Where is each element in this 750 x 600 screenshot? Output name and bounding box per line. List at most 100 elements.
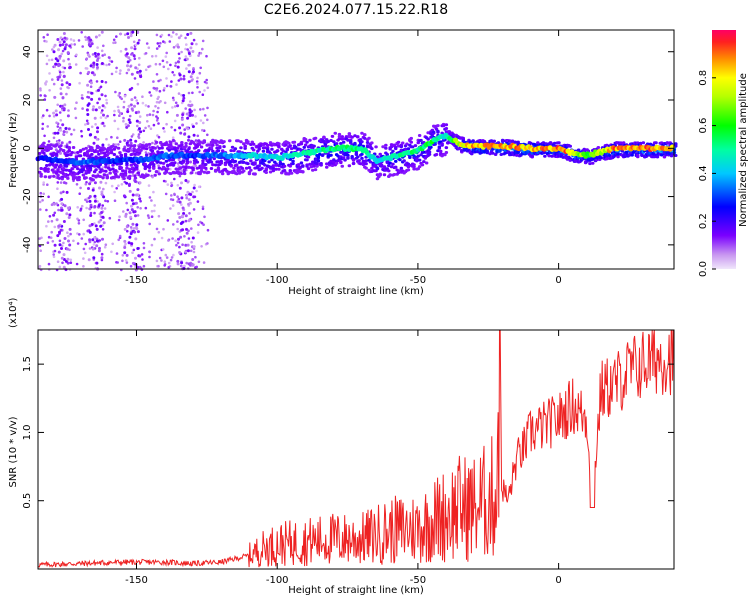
heatmap-noise-cell (92, 141, 96, 145)
heatmap-noise-cell (189, 249, 193, 253)
heatmap-cell (416, 154, 420, 158)
heatmap-noise-cell (107, 56, 111, 59)
heatmap-cell (378, 172, 382, 176)
heatmap-noise-cell (111, 242, 114, 246)
heatmap-cell (220, 172, 225, 176)
heatmap-cell (63, 174, 67, 178)
heatmap-noise-cell (151, 175, 154, 179)
heatmap-cell (299, 142, 304, 146)
heatmap-noise-cell (118, 140, 122, 143)
heatmap-cell (121, 169, 125, 173)
heatmap-noise-cell (196, 86, 199, 89)
heatmap-noise-cell (110, 72, 114, 76)
heatmap-noise-cell (171, 31, 175, 34)
heatmap-cell (313, 136, 318, 140)
heatmap-cell (218, 146, 222, 150)
heatmap-noise-cell (53, 131, 57, 135)
heatmap-noise-cell (146, 120, 149, 123)
heatmap-cell (78, 154, 83, 158)
heatmap-noise-cell (62, 241, 65, 245)
heatmap-noise-cell (104, 181, 108, 185)
heatmap-noise-cell (93, 194, 97, 198)
heatmap-noise-cell (118, 91, 121, 95)
heatmap-noise-cell (151, 113, 155, 117)
heatmap-cell (208, 143, 212, 147)
heatmap-cell (59, 147, 63, 151)
heatmap-cell (412, 167, 416, 171)
heatmap-cell (54, 163, 59, 167)
heatmap-noise-cell (119, 50, 123, 53)
heatmap-cell (199, 145, 204, 149)
heatmap-noise-cell (147, 105, 150, 108)
heatmap-noise-cell (124, 47, 128, 51)
heatmap-noise-cell (121, 259, 124, 263)
heatmap-noise-cell (56, 260, 60, 263)
heatmap-cell (192, 161, 197, 165)
heatmap-noise-cell (127, 68, 131, 72)
heatmap-noise-cell (80, 204, 84, 208)
heatmap-noise-cell (180, 261, 184, 265)
heatmap-cell (122, 177, 126, 180)
heatmap-cell (471, 139, 475, 143)
heatmap-noise-cell (63, 237, 67, 240)
heatmap-noise-cell (87, 102, 91, 106)
heatmap-noise-cell (179, 235, 183, 239)
y-tick-label: 40 (22, 45, 33, 58)
heatmap-cell (216, 149, 221, 153)
heatmap-cell (73, 172, 77, 176)
heatmap-cell (46, 167, 50, 171)
heatmap-noise-cell (38, 200, 42, 204)
heatmap-noise-cell (176, 60, 180, 64)
heatmap-cell (264, 171, 268, 174)
heatmap-cell (174, 149, 178, 153)
heatmap-noise-cell (95, 59, 99, 62)
heatmap-cell (298, 147, 302, 151)
heatmap-noise-cell (62, 32, 66, 35)
heatmap-cell (118, 151, 122, 155)
heatmap-noise-cell (155, 47, 159, 50)
heatmap-noise-cell (84, 198, 87, 202)
heatmap-noise-cell (138, 254, 142, 258)
heatmap-cell (358, 162, 363, 166)
heatmap-noise-cell (177, 158, 181, 162)
heatmap-cell (326, 140, 330, 143)
heatmap-noise-cell (123, 246, 127, 249)
heatmap-cell (391, 162, 395, 166)
heatmap-noise-cell (129, 148, 133, 152)
heatmap-noise-cell (155, 100, 159, 104)
heatmap-cell (191, 166, 195, 170)
heatmap-noise-cell (62, 190, 65, 194)
heatmap-cell (405, 142, 409, 146)
heatmap-noise-cell (47, 262, 51, 266)
heatmap-cell (104, 165, 108, 169)
heatmap-noise-cell (130, 204, 133, 208)
heatmap-cell (257, 164, 261, 168)
heatmap-noise-cell (174, 61, 178, 65)
heatmap-noise-cell (84, 67, 88, 70)
heatmap-noise-cell (152, 190, 155, 194)
heatmap-noise-cell (106, 114, 109, 118)
heatmap-noise-cell (192, 208, 196, 211)
heatmap-noise-cell (169, 207, 172, 210)
heatmap-noise-cell (186, 249, 190, 253)
heatmap-noise-cell (138, 197, 142, 201)
heatmap-noise-cell (126, 124, 130, 128)
heatmap-noise-cell (133, 77, 137, 80)
heatmap-noise-cell (176, 241, 180, 245)
heatmap-noise-cell (50, 203, 54, 207)
heatmap-noise-cell (101, 109, 104, 112)
heatmap-noise-cell (170, 80, 173, 83)
heatmap-cell (312, 144, 316, 148)
heatmap-noise-cell (134, 193, 138, 197)
heatmap-noise-cell (100, 252, 104, 256)
heatmap-noise-cell (104, 199, 107, 203)
heatmap-cell (553, 141, 557, 145)
heatmap-noise-cell (187, 198, 191, 202)
heatmap-cell (112, 153, 117, 156)
heatmap-noise-cell (122, 116, 125, 120)
heatmap-noise-cell (135, 227, 139, 231)
colorbar: 0.0 0.2 0.4 0.6 0.8 Normalized spectral ampl… (698, 30, 749, 277)
heatmap-cell (136, 148, 140, 152)
heatmap-cell (325, 162, 329, 166)
heatmap-noise-cell (99, 180, 103, 184)
